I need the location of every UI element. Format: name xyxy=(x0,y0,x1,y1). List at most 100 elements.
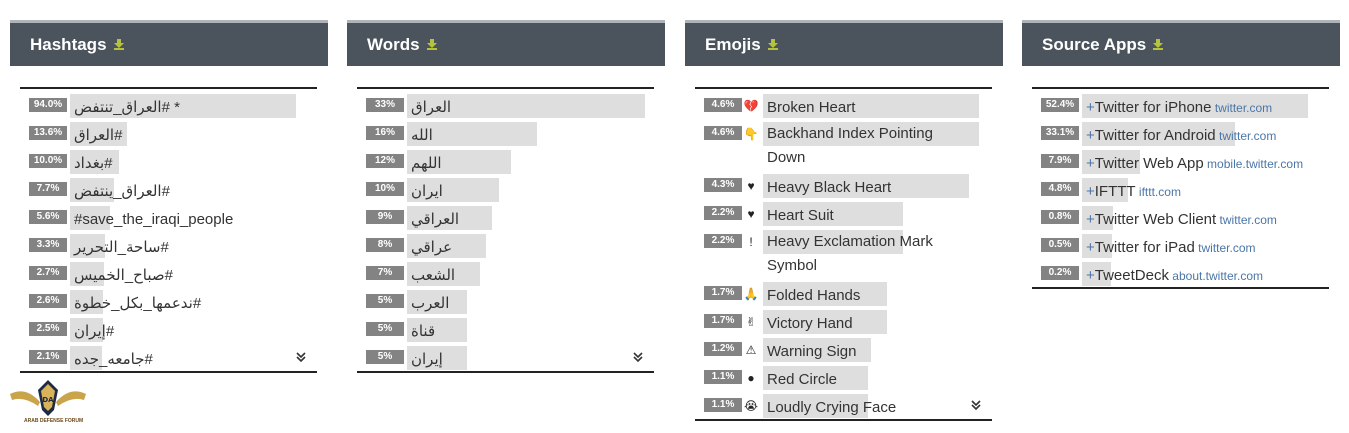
share-bar xyxy=(763,310,887,334)
app-name[interactable]: Twitter Web Client xyxy=(1094,211,1217,228)
app-domain[interactable]: mobile.twitter.com xyxy=(1203,157,1304,171)
item-label: جامعه_جده# xyxy=(74,351,153,368)
list-item[interactable]: 4.8% +IFTTT ifttt.com xyxy=(1032,175,1329,203)
share-bar xyxy=(1082,94,1308,118)
item-label: +Twitter for iPhone twitter.com xyxy=(1082,91,1329,120)
list-item[interactable]: 33.1% +Twitter for Android twitter.com xyxy=(1032,119,1329,147)
percent-badge: 7.7% xyxy=(29,182,67,196)
list-item[interactable]: 1.2% ⚠ Warning Sign xyxy=(695,335,992,363)
list-item[interactable]: 3.3% ساحة_التحرير# xyxy=(20,231,317,259)
list-item[interactable]: 2.6% ندعمها_بكل_خطوة# xyxy=(20,287,317,315)
list-item[interactable]: 5% العرب xyxy=(357,287,654,315)
app-domain[interactable]: twitter.com xyxy=(1216,213,1277,227)
item-label: اللهم xyxy=(411,155,442,172)
plus-icon[interactable]: + xyxy=(1086,99,1095,116)
plus-icon[interactable]: + xyxy=(1086,183,1095,200)
download-icon[interactable] xyxy=(767,38,779,50)
app-domain[interactable]: twitter.com xyxy=(1211,101,1273,115)
share-bar xyxy=(70,122,127,146)
expand-more-icon[interactable] xyxy=(970,399,982,411)
item-label: Warning Sign xyxy=(767,343,857,360)
expand-more-icon[interactable] xyxy=(295,351,307,363)
list-item[interactable]: 2.2%! Heavy Exclamation Mark Symbol xyxy=(695,227,992,279)
list-item[interactable]: 7% الشعب xyxy=(357,259,654,287)
item-label: +TweetDeck about.twitter.com xyxy=(1082,259,1329,288)
share-bar xyxy=(70,150,120,174)
plus-icon[interactable]: + xyxy=(1086,211,1095,228)
app-name[interactable]: Twitter for iPhone xyxy=(1094,99,1212,116)
percent-badge: 1.1% xyxy=(704,370,742,384)
item-label: +Twitter for iPad twitter.com xyxy=(1082,231,1329,260)
app-domain[interactable]: ifttt.com xyxy=(1135,185,1181,199)
percent-badge: 0.5% xyxy=(1041,238,1079,252)
list-item[interactable]: 1.1% 😭 Loudly Crying Face xyxy=(695,391,992,419)
bar-area: +Twitter for Android twitter.com xyxy=(1082,119,1329,147)
download-icon[interactable] xyxy=(1152,38,1164,50)
list-item[interactable]: 0.8% +Twitter Web Client twitter.com xyxy=(1032,203,1329,231)
list-item[interactable]: 5.6% #save_the_iraqi_people xyxy=(20,203,317,231)
download-icon[interactable] xyxy=(426,38,438,50)
list-item[interactable]: 12% اللهم xyxy=(357,147,654,175)
list-item[interactable]: 16% الله xyxy=(357,119,654,147)
source-apps-list: 52.4% +Twitter for iPhone twitter.com 33.1… xyxy=(1032,87,1329,289)
item-label: Heavy Black Heart xyxy=(767,179,892,196)
bar-area: الله xyxy=(407,119,654,147)
list-item[interactable]: 52.4% +Twitter for iPhone twitter.com xyxy=(1032,91,1329,119)
percent-badge: 5% xyxy=(366,294,404,308)
share-bar xyxy=(70,206,110,230)
share-bar xyxy=(407,122,537,146)
list-item[interactable]: 10% ايران xyxy=(357,175,654,203)
hashtags-list: 94.0% العراق_تنتفض# * 13.6% العراق# 10.0% بغد… xyxy=(20,87,317,373)
words-list: 33% العراق 16% الله 12% اللهم 10% ايران 9% العراق… xyxy=(357,87,654,373)
download-icon[interactable] xyxy=(113,38,125,50)
app-domain[interactable]: twitter.com xyxy=(1194,241,1256,255)
source-apps-title: Source Apps xyxy=(1042,35,1147,54)
list-item[interactable]: 2.2% ♥ Heart Suit xyxy=(695,199,992,227)
app-name[interactable]: TweetDeck xyxy=(1094,267,1169,284)
app-domain[interactable]: twitter.com xyxy=(1215,129,1277,143)
list-item[interactable]: 7.7% العراق_ينتفض# xyxy=(20,175,317,203)
item-label: الشعب xyxy=(411,267,456,284)
app-name[interactable]: Twitter for Android xyxy=(1094,127,1216,144)
list-item[interactable]: 4.6% 💔 Broken Heart xyxy=(695,91,992,119)
emoji-icon: 🙏 xyxy=(743,287,759,301)
app-name[interactable]: IFTTT xyxy=(1094,183,1136,200)
list-item[interactable]: 9% العراقي xyxy=(357,203,654,231)
list-item[interactable]: 1.1% ● Red Circle xyxy=(695,363,992,391)
plus-icon[interactable]: + xyxy=(1086,127,1095,144)
bar-area: Heart Suit xyxy=(763,199,992,227)
plus-icon[interactable]: + xyxy=(1086,267,1095,284)
app-domain[interactable]: about.twitter.com xyxy=(1168,269,1264,283)
list-item[interactable]: 0.5% +Twitter for iPad twitter.com xyxy=(1032,231,1329,259)
list-item[interactable]: 0.2% +TweetDeck about.twitter.com xyxy=(1032,259,1329,287)
list-item[interactable]: 7.9% +Twitter Web App mobile.twitter.com xyxy=(1032,147,1329,175)
percent-badge: 5% xyxy=(366,322,404,336)
list-item[interactable]: 33% العراق xyxy=(357,91,654,119)
list-item[interactable]: 10.0% بغداد# xyxy=(20,147,317,175)
item-label: العراق_تنتفض# * xyxy=(74,99,180,116)
list-item[interactable]: 2.1% جامعه_جده# xyxy=(20,343,317,371)
bar-area: +Twitter for iPhone twitter.com xyxy=(1082,91,1329,119)
percent-badge: 1.7% xyxy=(704,286,742,300)
emoji-icon: ● xyxy=(747,371,755,385)
list-item[interactable]: 13.6% العراق# xyxy=(20,119,317,147)
list-item[interactable]: 1.7% 🙏 Folded Hands xyxy=(695,279,992,307)
plus-icon[interactable]: + xyxy=(1086,155,1095,172)
list-item[interactable]: 94.0% العراق_تنتفض# * xyxy=(20,91,317,119)
percent-badge: 1.1% xyxy=(704,398,742,412)
list-item[interactable]: 2.7% صباح_الخميس# xyxy=(20,259,317,287)
percent-badge: 0.2% xyxy=(1041,266,1079,280)
list-item[interactable]: 8% عراقي xyxy=(357,231,654,259)
app-name[interactable]: Twitter for iPad xyxy=(1094,239,1195,256)
plus-icon[interactable]: + xyxy=(1086,239,1095,256)
list-item[interactable]: 5% قناة xyxy=(357,315,654,343)
bar-area: Red Circle xyxy=(763,363,992,391)
list-item[interactable]: 1.7% ✌ Victory Hand xyxy=(695,307,992,335)
app-name[interactable]: Twitter Web App xyxy=(1094,155,1204,172)
percent-badge: 52.4% xyxy=(1041,98,1079,112)
list-item[interactable]: 5% إيران xyxy=(357,343,654,371)
expand-more-icon[interactable] xyxy=(632,351,644,363)
list-item[interactable]: 4.3% ♥ Heavy Black Heart xyxy=(695,171,992,199)
list-item[interactable]: 2.5% إيران# xyxy=(20,315,317,343)
list-item[interactable]: 4.6% 👇 Backhand Index Pointing Down xyxy=(695,119,992,171)
